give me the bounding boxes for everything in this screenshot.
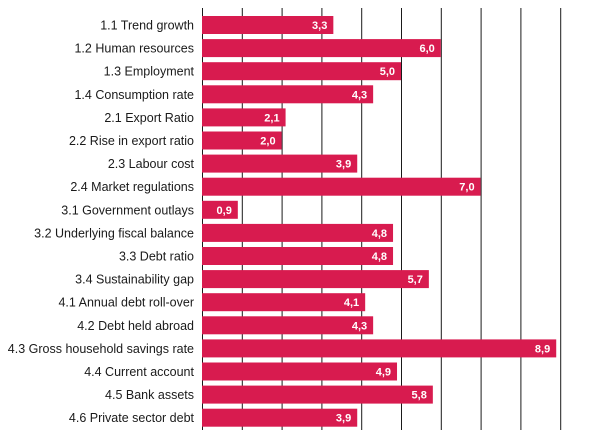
category-label: 3.3 Debt ratio (119, 250, 194, 264)
bar (202, 408, 358, 427)
category-label: 1.4 Consumption rate (74, 88, 194, 102)
bar (202, 62, 401, 81)
bar (202, 131, 282, 150)
bar (202, 247, 394, 265)
category-label: 4.3 Gross household savings rate (8, 342, 194, 356)
value-label: 4,1 (344, 297, 359, 309)
value-label: 3,9 (336, 159, 351, 171)
category-label: 1.2 Human resources (74, 42, 194, 56)
category-label: 4.4 Current account (84, 365, 194, 379)
bar (202, 39, 441, 58)
value-label: 3,9 (336, 413, 351, 425)
bar (202, 154, 358, 173)
bar (202, 270, 429, 289)
category-label: 4.5 Bank assets (105, 388, 194, 402)
value-label: 4,8 (372, 251, 387, 263)
bar (202, 223, 394, 242)
bar (202, 108, 286, 127)
bar (202, 385, 433, 404)
value-label: 7,0 (459, 182, 474, 194)
category-label: 2.4 Market regulations (70, 180, 194, 194)
value-label: 3,3 (312, 20, 327, 32)
bar (202, 85, 374, 104)
value-label: 5,0 (380, 66, 395, 78)
bar (202, 362, 398, 381)
value-label: 8,9 (535, 343, 550, 355)
bar (202, 16, 334, 34)
bar (202, 316, 374, 335)
value-label: 0,9 (217, 205, 232, 217)
value-label: 6,0 (420, 43, 435, 55)
value-label: 2,1 (264, 112, 279, 124)
bar (202, 293, 366, 312)
value-label: 4,3 (352, 320, 367, 332)
category-label: 3.1 Government outlays (61, 203, 194, 217)
bar (202, 200, 238, 219)
category-label: 2.2 Rise in export ratio (69, 134, 194, 148)
category-label: 4.1 Annual debt roll-over (58, 296, 194, 310)
bar (202, 177, 481, 196)
bars: 1.1 Trend growth 3,3 1.2 Human resources 6,… (8, 16, 557, 427)
category-label: 1.3 Employment (104, 65, 195, 79)
category-label: 4.6 Private sector debt (69, 411, 195, 425)
category-label: 2.1 Export Ratio (104, 111, 194, 125)
category-label: 3.2 Underlying fiscal balance (34, 226, 194, 240)
bar (202, 339, 557, 358)
value-label: 5,7 (408, 274, 423, 286)
value-label: 2,0 (260, 136, 275, 148)
value-label: 4,3 (352, 89, 367, 101)
category-label: 3.4 Sustainability gap (75, 273, 194, 287)
category-label: 2.3 Labour cost (108, 157, 195, 171)
value-label: 5,8 (412, 390, 427, 402)
value-label: 4,8 (372, 228, 387, 240)
category-label: 1.1 Trend growth (100, 19, 194, 33)
value-label: 4,9 (376, 367, 391, 379)
category-label: 4.2 Debt held abroad (77, 319, 194, 333)
